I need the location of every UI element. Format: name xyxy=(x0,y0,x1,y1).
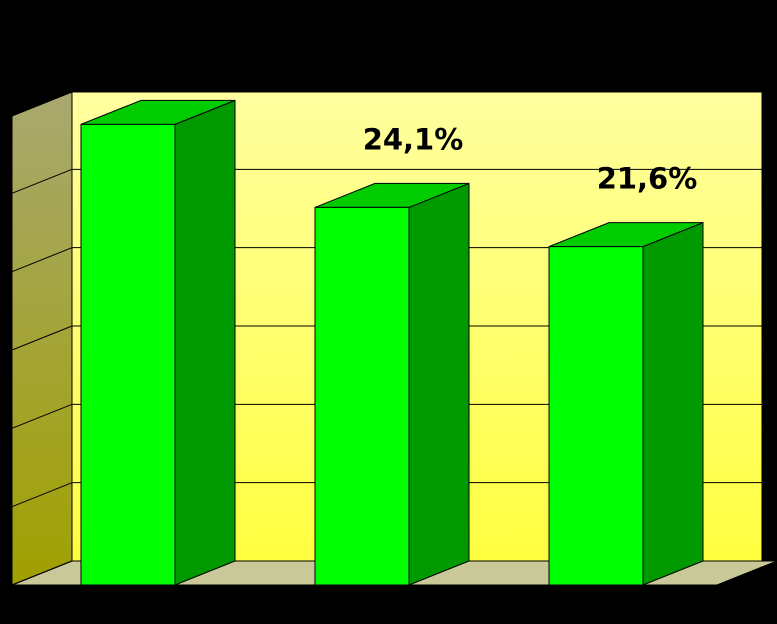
grid-line xyxy=(11,403,73,429)
grid-line xyxy=(11,168,73,194)
bar-side xyxy=(174,99,236,586)
bar xyxy=(314,182,470,586)
y-tick-label: 15 xyxy=(0,342,8,358)
y-tick-label: 5 xyxy=(0,499,8,515)
value-label: 21,6% xyxy=(597,162,698,196)
bar-front xyxy=(80,123,176,586)
y-tick-label: 10 xyxy=(0,420,8,436)
y-tick-label: 30 xyxy=(0,107,8,123)
y-tick-label: 20 xyxy=(0,264,8,280)
grid-line xyxy=(11,247,73,273)
grid-line xyxy=(11,325,73,351)
y-tick-label: 25 xyxy=(0,185,8,201)
bar xyxy=(80,99,236,586)
bar xyxy=(548,221,704,586)
grid-line xyxy=(11,560,73,586)
y-tick-label: 0 xyxy=(0,577,8,593)
bar-front xyxy=(314,206,410,586)
bar-side xyxy=(408,182,470,586)
grid-line xyxy=(11,90,73,116)
grid-line xyxy=(11,482,73,508)
bar-front xyxy=(548,246,644,586)
value-label: 24,1% xyxy=(363,122,464,156)
bar-side xyxy=(642,221,704,586)
